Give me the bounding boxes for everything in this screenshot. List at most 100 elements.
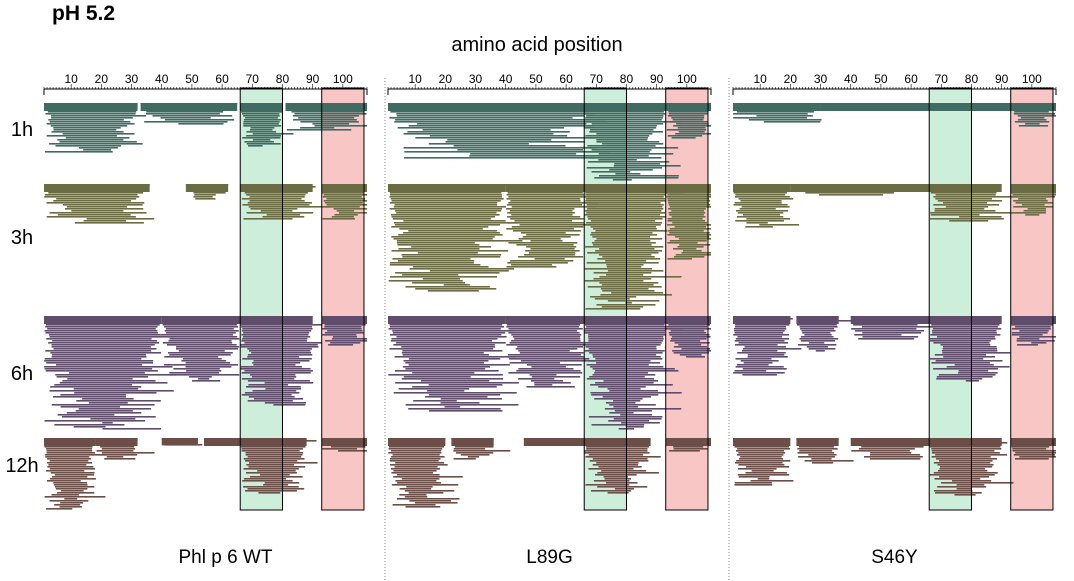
peptide-bar-6h bbox=[672, 350, 711, 352]
peptide-bar-1h bbox=[248, 145, 263, 147]
peptide-bar-6h bbox=[735, 326, 786, 328]
peptide-bar-12h bbox=[937, 464, 994, 466]
peptide-bar-1h bbox=[613, 165, 681, 167]
peptide-bar-6h bbox=[585, 346, 657, 348]
peptide-bar-6h bbox=[185, 366, 232, 368]
peptide-bar-6h bbox=[241, 378, 295, 380]
peptide-bar-3h bbox=[508, 242, 578, 244]
x-tick-label: 10 bbox=[753, 72, 767, 86]
peptide-bar-12h bbox=[934, 490, 973, 492]
peptide-bar-1h bbox=[591, 155, 649, 157]
peptide-bar-6h bbox=[45, 332, 158, 334]
peptide-bar-1h bbox=[589, 157, 662, 159]
peptide-bar-1h bbox=[673, 125, 711, 127]
peptide-bar-6h bbox=[402, 354, 489, 356]
peptide-bar-3h bbox=[933, 196, 1014, 198]
peptide-bar-3h bbox=[590, 296, 637, 298]
peptide-bar-3h bbox=[323, 194, 367, 196]
peptide-bar-12h bbox=[1015, 452, 1056, 454]
peptide-bar-6h bbox=[584, 328, 684, 330]
peptide-bar-1h bbox=[47, 111, 137, 113]
peptide-coverage-3h bbox=[321, 184, 367, 192]
peptide-bar-6h bbox=[589, 360, 651, 362]
peptide-bar-12h bbox=[46, 508, 73, 510]
peptide-bar-6h bbox=[62, 416, 156, 418]
peptide-bar-12h bbox=[738, 452, 786, 454]
peptide-bar-12h bbox=[248, 466, 306, 468]
peptide-bar-3h bbox=[668, 208, 706, 210]
peptide-bar-12h bbox=[940, 466, 993, 468]
peptide-bar-3h bbox=[393, 206, 506, 208]
peptide-bar-3h bbox=[389, 202, 498, 204]
peptide-bar-6h bbox=[73, 426, 106, 428]
peptide-bar-12h bbox=[409, 500, 451, 502]
peptide-bar-3h bbox=[534, 258, 565, 260]
peptide-coverage-6h bbox=[240, 316, 313, 324]
peptide-bar-6h bbox=[854, 334, 902, 336]
peptide-bar-1h bbox=[403, 133, 554, 135]
peptide-bar-3h bbox=[681, 252, 711, 254]
peptide-bar-12h bbox=[936, 458, 997, 460]
peptide-bar-6h bbox=[588, 416, 663, 418]
peptide-bar-6h bbox=[799, 326, 838, 328]
peptide-bar-6h bbox=[51, 354, 146, 356]
peptide-bar-3h bbox=[403, 220, 506, 222]
peptide-bar-12h bbox=[467, 456, 480, 458]
peptide-bar-6h bbox=[240, 346, 319, 348]
peptide-bar-3h bbox=[507, 222, 585, 224]
peptide-bar-12h bbox=[734, 482, 772, 484]
peptide-bar-12h bbox=[51, 476, 88, 478]
peptide-bar-3h bbox=[241, 198, 302, 200]
peptide-bar-6h bbox=[55, 374, 176, 376]
peptide-bar-1h bbox=[1018, 125, 1049, 127]
peptide-bar-3h bbox=[401, 254, 502, 256]
peptide-bar-3h bbox=[741, 206, 790, 208]
peptide-coverage-6h bbox=[584, 316, 666, 324]
peptide-bar-1h bbox=[422, 129, 551, 131]
peptide-bar-6h bbox=[936, 376, 993, 378]
peptide-coverage-1h bbox=[240, 103, 283, 111]
peptide-bar-6h bbox=[534, 384, 553, 386]
peptide-bar-3h bbox=[735, 196, 790, 198]
peptide-bar-12h bbox=[48, 464, 87, 466]
peptide-bar-6h bbox=[666, 326, 708, 328]
peptide-bar-12h bbox=[243, 486, 299, 488]
peptide-bar-3h bbox=[402, 274, 459, 276]
row-label-1h: 1h bbox=[11, 119, 33, 141]
peptide-bar-12h bbox=[414, 502, 458, 504]
peptide-bar-12h bbox=[244, 478, 287, 480]
peptide-bar-3h bbox=[674, 226, 706, 228]
peptide-bar-1h bbox=[48, 119, 124, 121]
peptide-bar-6h bbox=[586, 326, 666, 328]
row-label-6h: 6h bbox=[11, 363, 33, 385]
peptide-bar-3h bbox=[738, 198, 794, 200]
peptide-bar-3h bbox=[937, 200, 1003, 202]
peptide-bar-6h bbox=[166, 344, 237, 346]
peptide-bar-6h bbox=[613, 406, 639, 408]
peptide-coverage-1h bbox=[665, 103, 711, 111]
peptide-bar-1h bbox=[51, 117, 133, 119]
peptide-bar-6h bbox=[176, 346, 240, 348]
peptide-bar-3h bbox=[389, 264, 481, 266]
peptide-bar-6h bbox=[742, 368, 787, 370]
peptide-bar-3h bbox=[193, 196, 213, 198]
peptide-bar-3h bbox=[739, 208, 776, 210]
peptide-bar-3h bbox=[586, 202, 661, 204]
peptide-bar-6h bbox=[954, 364, 994, 366]
peptide-bar-1h bbox=[144, 121, 228, 123]
peptide-bar-6h bbox=[242, 328, 313, 330]
peptide-bar-1h bbox=[666, 129, 707, 131]
peptide-bar-12h bbox=[757, 478, 770, 480]
peptide-bar-3h bbox=[394, 224, 501, 226]
peptide-bar-1h bbox=[586, 113, 666, 115]
peptide-bar-1h bbox=[428, 143, 529, 145]
peptide-bar-1h bbox=[598, 153, 674, 155]
peptide-bar-12h bbox=[1015, 458, 1049, 460]
peptide-coverage-1h bbox=[820, 103, 1011, 111]
peptide-bar-3h bbox=[242, 204, 310, 206]
peptide-bar-6h bbox=[243, 336, 311, 338]
peptide-bar-1h bbox=[45, 151, 113, 153]
peptide-bar-6h bbox=[604, 408, 682, 410]
peptide-bar-12h bbox=[59, 506, 82, 508]
peptide-bar-1h bbox=[453, 145, 566, 147]
